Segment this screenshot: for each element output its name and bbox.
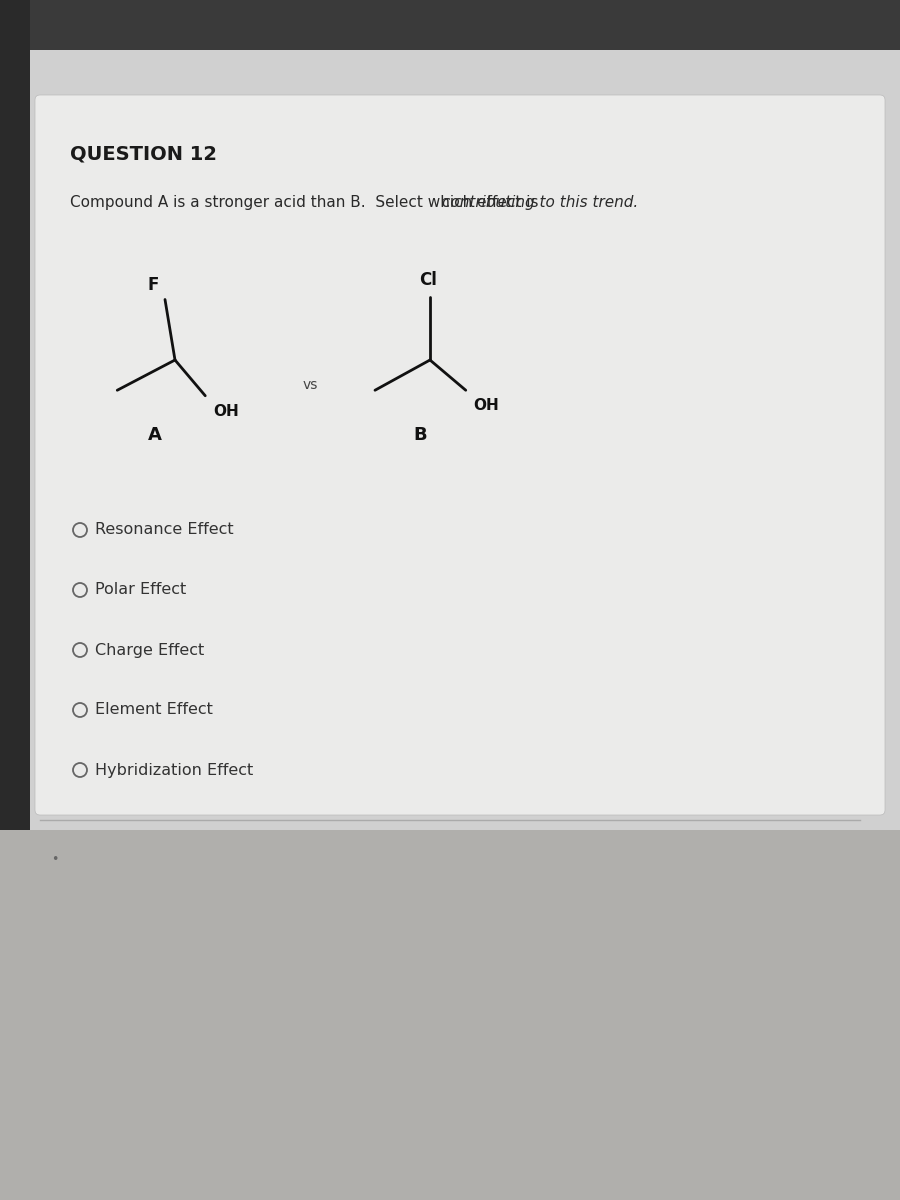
Bar [0, 0, 30, 1200]
Bar [0, 830, 900, 1200]
Text: A: A [148, 426, 162, 444]
Text: Resonance Effect: Resonance Effect [95, 522, 234, 538]
FancyBboxPatch shape [35, 95, 885, 815]
Text: Polar Effect: Polar Effect [95, 582, 186, 598]
Text: vs: vs [302, 378, 318, 392]
Text: OH: OH [213, 403, 239, 419]
Text: Charge Effect: Charge Effect [95, 642, 204, 658]
Text: B: B [413, 426, 427, 444]
Text: F: F [148, 276, 159, 294]
Text: Compound A is a stronger acid than B.  Select which effect is: Compound A is a stronger acid than B. Se… [70, 194, 544, 210]
Text: •: • [51, 853, 59, 866]
Text: Hybridization Effect: Hybridization Effect [95, 762, 253, 778]
Text: QUESTION 12: QUESTION 12 [70, 145, 217, 164]
Text: contributing to this trend.: contributing to this trend. [442, 194, 638, 210]
Text: Element Effect: Element Effect [95, 702, 213, 718]
Text: OH: OH [473, 398, 500, 413]
Bar [0, 0, 900, 50]
Text: Cl: Cl [419, 271, 436, 289]
